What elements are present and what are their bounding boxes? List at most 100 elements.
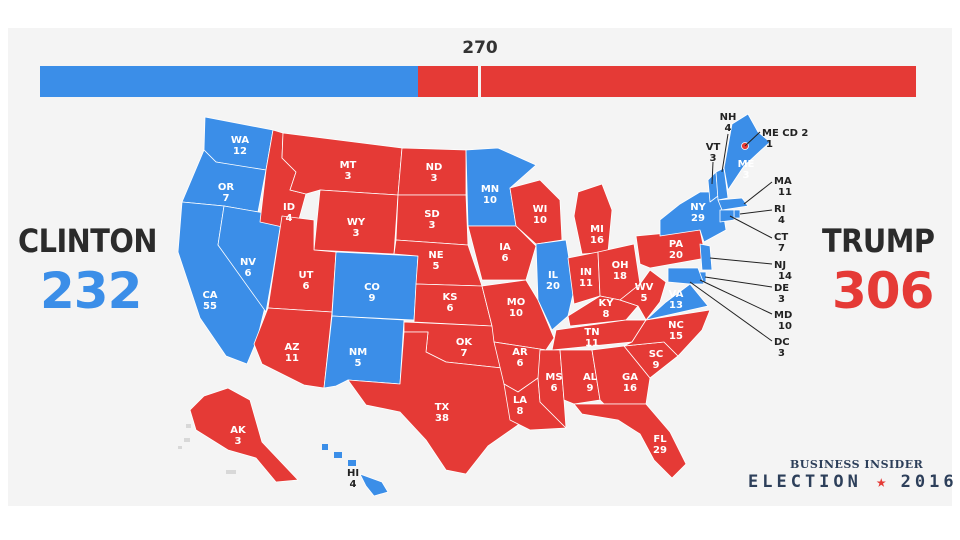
state-nc-abbr: NC [668,320,684,331]
leader-line-nh [721,133,729,173]
state-or-abbr: OR [218,182,235,193]
state-az-abbr: AZ [285,342,300,353]
island-shape [184,438,190,442]
state-oh-abbr: OH [612,260,629,271]
leader-line-md [699,279,773,315]
trump-votes: 306 [832,262,934,320]
state-id-abbr: ID [283,202,295,213]
threshold-label: 270 [462,38,498,58]
island-shape [178,446,182,449]
leader-line-ct [729,215,773,239]
state-md-abbr: MD [774,310,792,321]
clinton-votes: 232 [40,262,142,320]
state-tx-shape [347,331,521,475]
state-labels: WA12OR7CA55NV6ID4MT3WY3UT6AZ11CO9NM5ND3S… [202,112,808,490]
state-ri-shape [733,209,741,219]
state-me-cd-2-abbr: ME CD 2 [762,128,808,139]
state-ri-votes: 4 [778,215,785,226]
state-mo-shape [481,279,555,351]
star-icon: ★ [876,472,887,492]
state-va-abbr: VA [669,289,684,300]
state-vt-votes: 3 [710,153,717,164]
state-ia-shape [467,225,537,281]
state-nm-votes: 5 [355,358,362,369]
leader-line-nj [709,257,773,265]
state-mt-abbr: MT [340,160,357,171]
state-mt-votes: 3 [345,171,352,182]
state-ak-votes: 3 [235,436,242,447]
state-al-shape [559,349,601,405]
electoral-vote-bar [40,64,916,99]
state-md-shape [667,267,705,285]
state-ok-abbr: OK [456,337,474,348]
state-dc-votes: 3 [778,348,785,359]
trump-name: TRUMP [822,222,935,260]
state-ar-abbr: AR [512,347,528,358]
state-ca-abbr: CA [202,290,217,301]
leader-line-vt [711,161,714,185]
state-dc-abbr: DC [774,337,790,348]
state-wy-votes: 3 [353,228,360,239]
state-la-abbr: LA [513,395,527,406]
state-az-votes: 11 [285,353,299,364]
clinton-name: CLINTON [18,222,157,260]
state-ky-votes: 8 [603,309,610,320]
label-leader-lines [689,131,773,342]
state-mo-abbr: MO [507,297,525,308]
state-ri-abbr: RI [774,204,785,215]
state-ct-abbr: CT [774,232,788,243]
state-co-votes: 9 [369,293,376,304]
state-ga-abbr: GA [622,372,638,383]
state-wi-abbr: WI [533,204,548,215]
leader-line-ri [739,209,773,215]
state-ar-votes: 6 [517,358,524,369]
state-ny-votes: 29 [691,213,705,224]
state-de-abbr: DE [774,283,789,294]
state-fl-votes: 29 [653,445,667,456]
state-la-votes: 8 [517,406,524,417]
state-md-votes: 10 [778,321,792,332]
state-or-votes: 7 [223,193,230,204]
state-sd-abbr: SD [424,209,440,220]
state-il-votes: 20 [546,281,560,292]
state-fl-abbr: FL [653,434,667,445]
state-ca-votes: 55 [203,301,217,312]
threshold-marker [478,64,482,99]
state-nj-shape [699,243,713,271]
state-in-abbr: IN [580,267,592,278]
state-shapes [177,113,771,497]
state-nc-shape [623,309,711,357]
state-mo-votes: 10 [509,308,523,319]
state-nc-votes: 15 [669,331,683,342]
leader-line-me-cd-2 [744,131,761,147]
state-nh-votes: 4 [725,123,732,134]
state-al-abbr: AL [583,372,598,383]
state-mi-abbr: MI [590,224,604,235]
state-wa-abbr: WA [231,135,250,146]
state-hi-votes: 4 [350,479,357,490]
state-ok-votes: 7 [461,348,468,359]
state-ky-abbr: KY [599,298,615,309]
state-id-votes: 4 [286,213,293,224]
state-wv-abbr: WV [635,282,654,293]
state-ny-shape [659,191,727,243]
state-fl-shape [573,403,687,479]
state-sd-votes: 3 [429,220,436,231]
brand-word: ELECTION [748,472,862,492]
state-hi-shape [359,473,389,497]
state-ma-abbr: MA [774,176,792,187]
state-pa-abbr: PA [669,239,683,250]
state-wv-shape [619,269,667,321]
state-nj-abbr: NJ [774,260,786,271]
state-ia-abbr: IA [499,242,511,253]
state-nj-votes: 14 [778,271,792,282]
clinton-vote-share [40,66,418,97]
state-ct-votes: 7 [778,243,785,254]
state-ks-votes: 6 [447,303,454,314]
state-ms-abbr: MS [545,372,562,383]
state-ma-votes: 11 [778,187,792,198]
state-ny-abbr: NY [690,202,706,213]
state-oh-votes: 18 [613,271,627,282]
leader-line-dc [689,281,773,342]
